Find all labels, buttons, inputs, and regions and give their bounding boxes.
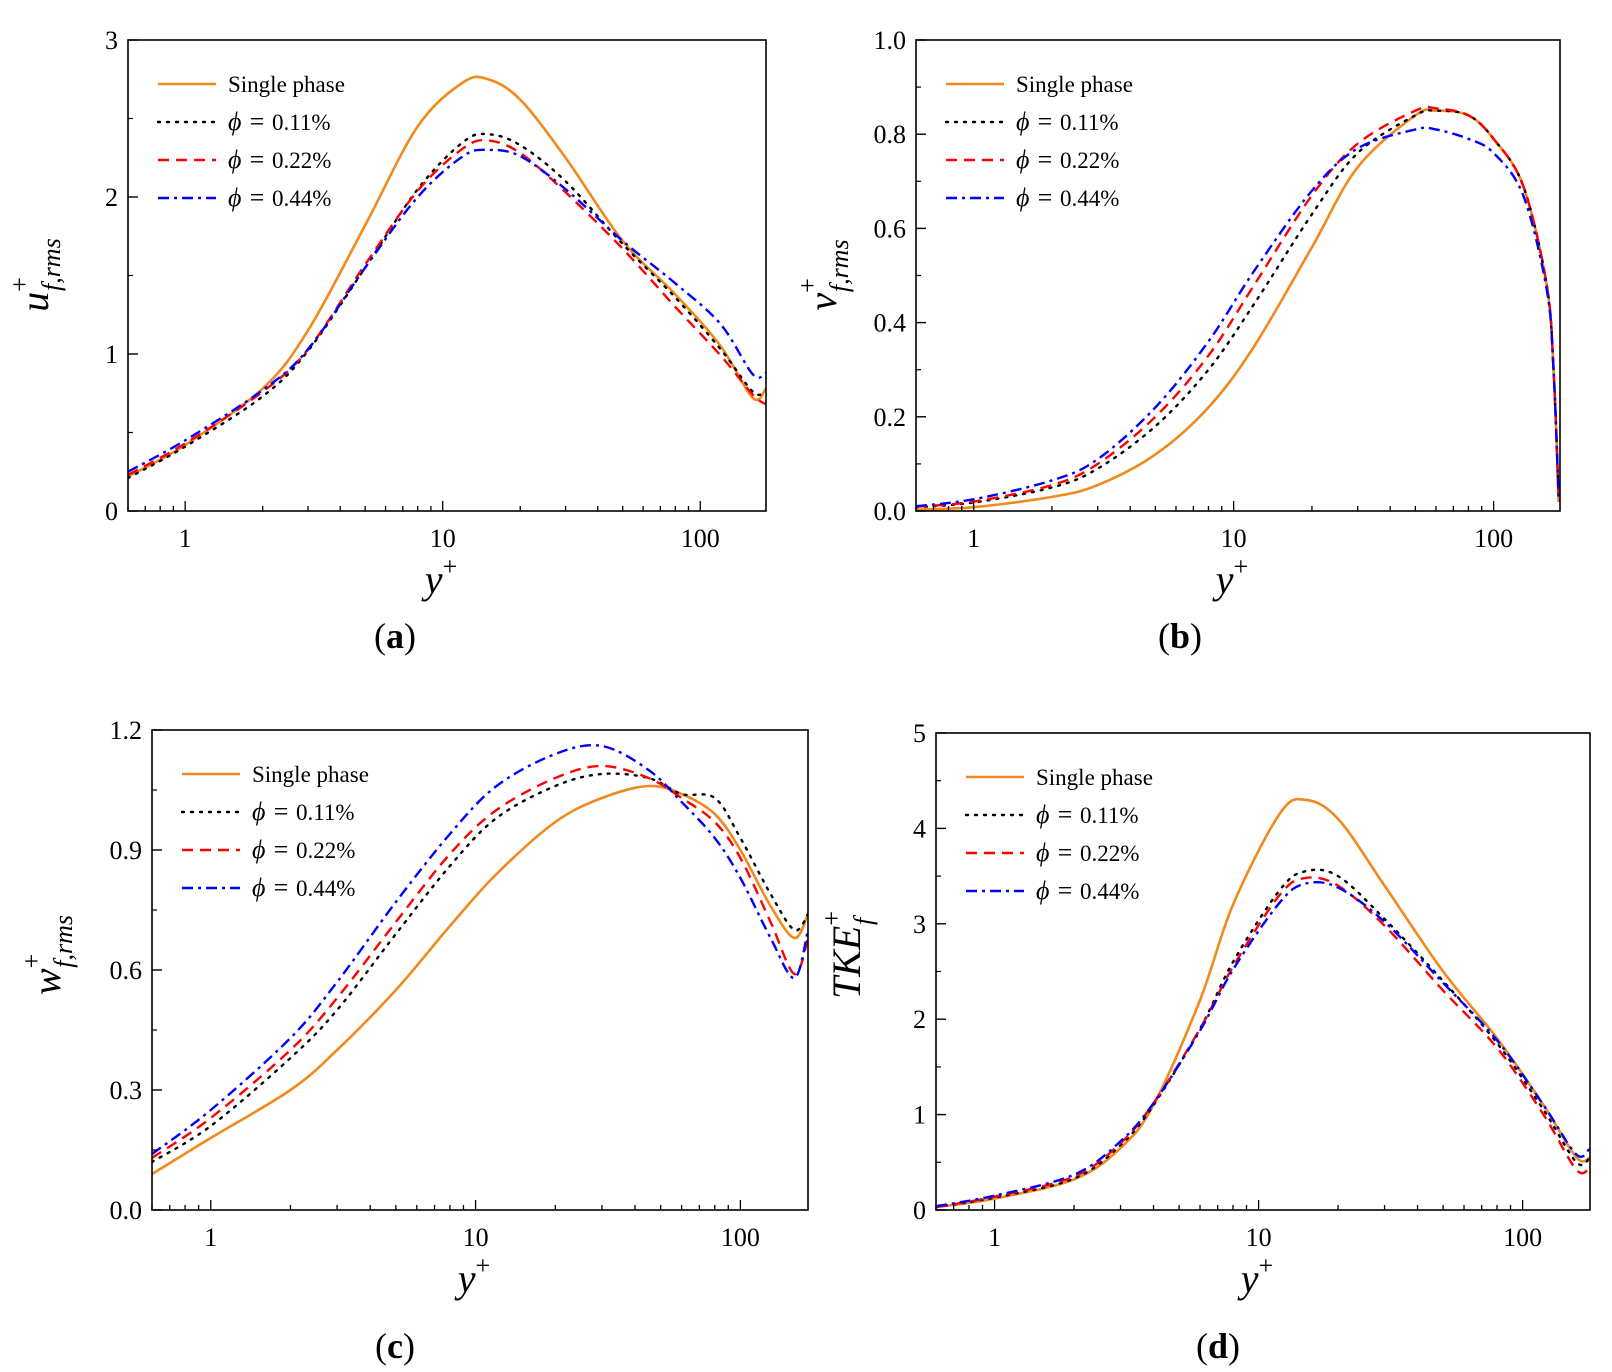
x-tick-label: 10 (1221, 524, 1247, 553)
series-line-d-3 (936, 880, 1590, 1208)
series-line-d-0 (936, 797, 1590, 1209)
y-tick-label: 0.0 (874, 497, 907, 526)
legend-entry: ϕ = 0.22% (252, 835, 355, 864)
y-axis-label: TKE+ f (817, 911, 878, 999)
chart-panel-c: 0.0 0.3 0.6 0.9 1.2 1 10 100 y+ w+ f,rms Single pha… (17, 716, 809, 1366)
x-tick-label: 10 (463, 1223, 489, 1252)
legend-entry: ϕ = 0.11% (1016, 107, 1119, 136)
x-tick-label: 1 (179, 524, 192, 553)
legend-entry: ϕ = 0.44% (252, 873, 355, 902)
legend-entry: Single phase (1036, 765, 1153, 790)
y-tick-label: 0.0 (110, 1196, 143, 1225)
series-line-d-2 (936, 876, 1590, 1209)
series-line-b-2 (916, 105, 1560, 508)
series-line-b-3 (916, 126, 1560, 508)
panel-label: (c) (375, 1326, 415, 1366)
legend-entry: ϕ = 0.11% (1036, 800, 1139, 829)
legend-entry: ϕ = 0.44% (1036, 876, 1139, 905)
y-axis-label: v+ f,rms (793, 239, 854, 310)
series-line-a-0 (128, 75, 766, 478)
x-axis-label: y+ (1237, 1251, 1273, 1301)
legend-entry: Single phase (1016, 72, 1133, 97)
y-axis-label: u+ f,rms (5, 238, 66, 311)
y-tick-label: 0.9 (110, 836, 143, 865)
x-tick-label: 1 (967, 524, 980, 553)
chart-panel-b: 0.0 0.2 0.4 0.6 0.8 1.0 1 10 100 y+ v+ f,rms Single … (793, 26, 1561, 656)
y-tick-label: 0.2 (874, 403, 907, 432)
x-tick-label: 100 (721, 1223, 760, 1252)
y-tick-label: 0.6 (874, 214, 907, 243)
legend-entry: Single phase (252, 762, 369, 787)
series-line-c-2 (152, 764, 808, 1159)
y-tick-label: 3 (913, 910, 926, 939)
x-tick-label: 1 (988, 1223, 1001, 1252)
y-tick-label: 2 (105, 183, 118, 212)
legend-entry: ϕ = 0.22% (228, 145, 331, 174)
y-tick-label: 1.2 (110, 716, 143, 745)
y-tick-label: 1 (913, 1101, 926, 1130)
svg-text:u+f,rms: u+ f,rms (5, 238, 66, 311)
legend-entry: ϕ = 0.22% (1016, 145, 1119, 174)
legend-entry: ϕ = 0.11% (228, 107, 331, 136)
panel-label: (a) (374, 616, 416, 656)
y-tick-label: 4 (913, 814, 926, 843)
series-line-b-0 (916, 108, 1560, 511)
y-tick-label: 0 (913, 1196, 926, 1225)
x-tick-label: 1 (204, 1223, 217, 1252)
y-tick-label: 0.4 (874, 309, 907, 338)
panel-label: (d) (1196, 1326, 1240, 1366)
legend-entry: Single phase (228, 72, 345, 97)
series-line-a-1 (128, 132, 766, 480)
series-line-b-1 (916, 109, 1560, 509)
x-axis-label: y+ (421, 552, 457, 602)
y-axis-label: w+ f,rms (17, 915, 78, 995)
series-line-a-2 (128, 139, 766, 476)
legend-entry: ϕ = 0.22% (1036, 838, 1139, 867)
y-tick-label: 3 (105, 26, 118, 55)
svg-text:v+f,rms: v+ f,rms (793, 239, 854, 310)
plot-frame (935, 732, 1591, 1211)
x-tick-label: 100 (1503, 1223, 1542, 1252)
x-tick-label: 100 (1474, 524, 1513, 553)
x-tick-label: 100 (681, 524, 720, 553)
svg-text:w+f,rms: w+ f,rms (17, 915, 78, 995)
y-tick-label: 0 (105, 497, 118, 526)
chart-panel-a: 0 1 2 3 1 10 100 y+ u+ f,rms Single phase ϕ = 0.11%… (5, 26, 767, 656)
series-line-c-0 (152, 784, 808, 1176)
x-tick-label: 10 (1246, 1223, 1272, 1252)
legend-entry: ϕ = 0.11% (252, 797, 355, 826)
y-tick-label: 0.8 (874, 120, 907, 149)
x-tick-label: 10 (430, 524, 456, 553)
y-tick-label: 5 (913, 719, 926, 748)
svg-text:TKE+f: TKE+ f (817, 911, 878, 999)
plot-frame (915, 39, 1561, 512)
y-tick-label: 1.0 (874, 26, 907, 55)
legend-entry: ϕ = 0.44% (1016, 183, 1119, 212)
legend-entry: ϕ = 0.44% (228, 183, 331, 212)
plot-frame (127, 39, 767, 512)
x-axis-label: y+ (1212, 552, 1248, 602)
x-axis-label: y+ (454, 1251, 490, 1301)
y-tick-label: 0.3 (110, 1076, 143, 1105)
y-tick-label: 1 (105, 340, 118, 369)
series-line-c-3 (152, 743, 808, 1155)
series-line-a-3 (128, 148, 766, 473)
y-tick-label: 0.6 (110, 956, 143, 985)
y-tick-label: 2 (913, 1005, 926, 1034)
series-line-c-1 (152, 772, 808, 1164)
panel-label: (b) (1158, 616, 1202, 656)
series-line-d-1 (936, 868, 1590, 1209)
chart-panel-d: 0 1 2 3 4 5 1 10 100 y+ TKE+ f Single phase ϕ = 0.11%… (817, 719, 1591, 1366)
